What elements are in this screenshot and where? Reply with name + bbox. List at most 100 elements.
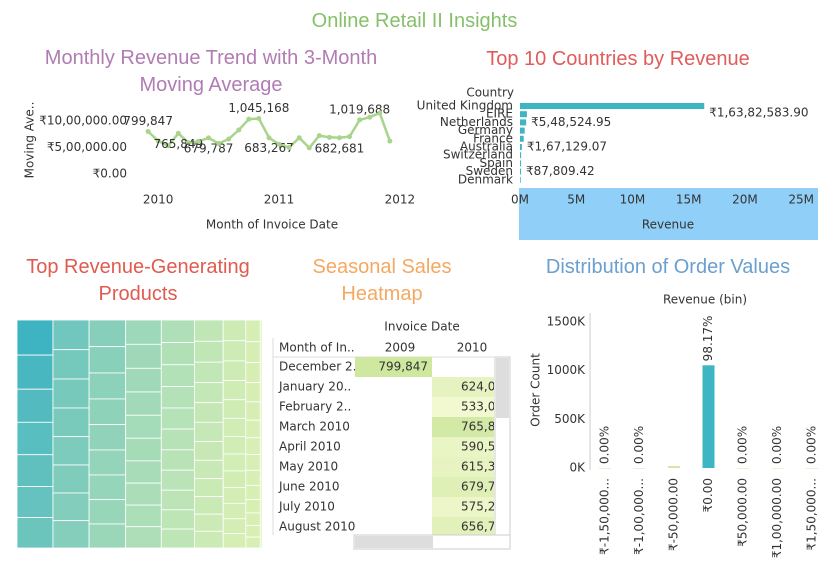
dashboard-title: Online Retail II Insights xyxy=(311,10,518,32)
data-label: 765,849 xyxy=(154,137,204,151)
data-label: 0.00% xyxy=(770,426,784,464)
treemap-tile xyxy=(245,341,261,363)
column-label: 2009 xyxy=(385,341,416,355)
heatmap-cell xyxy=(432,437,494,457)
treemap-tile xyxy=(245,536,261,549)
y-tick-label: ₹0.00 xyxy=(93,167,127,181)
treemap-tile xyxy=(259,402,263,480)
treemap-tile xyxy=(193,478,224,498)
treemap-tile xyxy=(16,388,54,423)
treemap-tile xyxy=(52,464,90,494)
data-label: 682,681 xyxy=(315,141,365,155)
bar xyxy=(806,467,818,469)
y-tick-label: ₹10,00,000.00 xyxy=(39,113,127,127)
row-label: April 2010 xyxy=(279,440,341,454)
x-tick-label: 2012 xyxy=(385,193,416,207)
treemap-tile xyxy=(245,454,261,471)
x-tick-label: 20M xyxy=(732,193,758,207)
bar xyxy=(520,135,524,142)
treemap-tile xyxy=(193,402,224,423)
treemap-tile xyxy=(245,484,261,500)
treemap-tile xyxy=(160,449,195,471)
heatmap-cell xyxy=(432,517,494,535)
treemap-tile xyxy=(245,382,261,403)
bar xyxy=(520,127,525,134)
treemap-tile xyxy=(125,319,162,345)
cell-label: 799,847 xyxy=(378,360,428,374)
data-label: 0.00% xyxy=(736,426,750,464)
category-label: EIRE xyxy=(486,107,513,121)
treemap-tile xyxy=(245,401,261,421)
data-label: 1,045,168 xyxy=(228,101,289,115)
line-point xyxy=(326,134,332,140)
cell-label: 533,091 xyxy=(461,400,511,414)
cell-label: 590,580 xyxy=(461,440,511,454)
h-scroll-thumb[interactable] xyxy=(355,536,433,548)
treemap-tile xyxy=(245,499,261,514)
treemap-tile xyxy=(222,453,247,472)
y-tick-label: ₹5,00,000.00 xyxy=(47,140,127,154)
line-point xyxy=(185,140,191,146)
column-header: Invoice Date xyxy=(384,320,459,334)
treemap-tile xyxy=(193,496,224,515)
cell-label: 624,032 xyxy=(461,380,511,394)
x-tick-label: ₹-50,000.00 xyxy=(667,478,681,551)
treemap-tile xyxy=(88,319,127,348)
line-point xyxy=(246,116,252,122)
treemap-tile xyxy=(160,342,195,366)
heatmap-cell xyxy=(432,397,494,417)
line-point xyxy=(377,110,383,116)
treemap-tile xyxy=(245,469,261,486)
heatmap-cell xyxy=(432,477,494,497)
data-label: 98.17% xyxy=(701,316,715,362)
treemap-tile xyxy=(88,398,127,426)
treemap-tile xyxy=(125,437,162,462)
heatmap-cell xyxy=(432,497,494,517)
treemap-tile xyxy=(245,512,261,526)
line-point xyxy=(367,114,373,120)
bar xyxy=(520,160,522,167)
treemap-tile xyxy=(193,340,224,363)
line-point xyxy=(175,130,181,136)
line-point xyxy=(165,143,171,149)
chart-title: Monthly Revenue Trend with 3-Month Movin… xyxy=(44,47,378,96)
chart-title: Distribution of Order Values xyxy=(545,256,791,278)
line-point xyxy=(336,135,342,141)
treemap-tile xyxy=(160,364,195,387)
line-point xyxy=(387,138,393,144)
x-tick-label: 5M xyxy=(567,193,585,207)
line-point xyxy=(145,129,151,135)
category-label: Spain xyxy=(479,156,513,170)
data-label: ₹5,48,524.95 xyxy=(531,115,611,129)
bar xyxy=(520,152,522,159)
v-scroll-thumb[interactable] xyxy=(496,358,509,418)
x-tick-label: 0M xyxy=(511,193,529,207)
chart-title: Seasonal Sales Heatmap xyxy=(312,256,452,305)
treemap-tile xyxy=(222,435,247,455)
y-axis-title: Country xyxy=(466,86,514,100)
treemap-tile xyxy=(193,441,224,461)
category-label: France xyxy=(473,131,513,145)
treemap-tile xyxy=(193,421,224,442)
heatmap-cell xyxy=(432,377,494,397)
line-point xyxy=(296,135,302,141)
row-label: June 2010 xyxy=(278,480,340,494)
treemap-tile xyxy=(222,340,247,362)
treemap-tile xyxy=(193,319,224,342)
category-label: Netherlands xyxy=(440,115,513,129)
treemap-tile xyxy=(88,523,127,549)
x-tick-label: 2011 xyxy=(264,193,295,207)
data-label: 679,787 xyxy=(184,141,234,155)
y-axis-title: Order Count xyxy=(529,353,543,427)
treemap-tile xyxy=(160,407,195,430)
cell-label: 575,236 xyxy=(461,500,511,514)
data-label: ₹1,63,82,583.90 xyxy=(709,106,808,120)
category-label: Australia xyxy=(460,140,513,154)
line-point xyxy=(347,134,353,140)
cell-label: 615,322 xyxy=(461,460,511,474)
treemap-tile xyxy=(245,362,261,384)
bar xyxy=(520,103,705,109)
y-tick-label: 500K xyxy=(554,412,586,426)
